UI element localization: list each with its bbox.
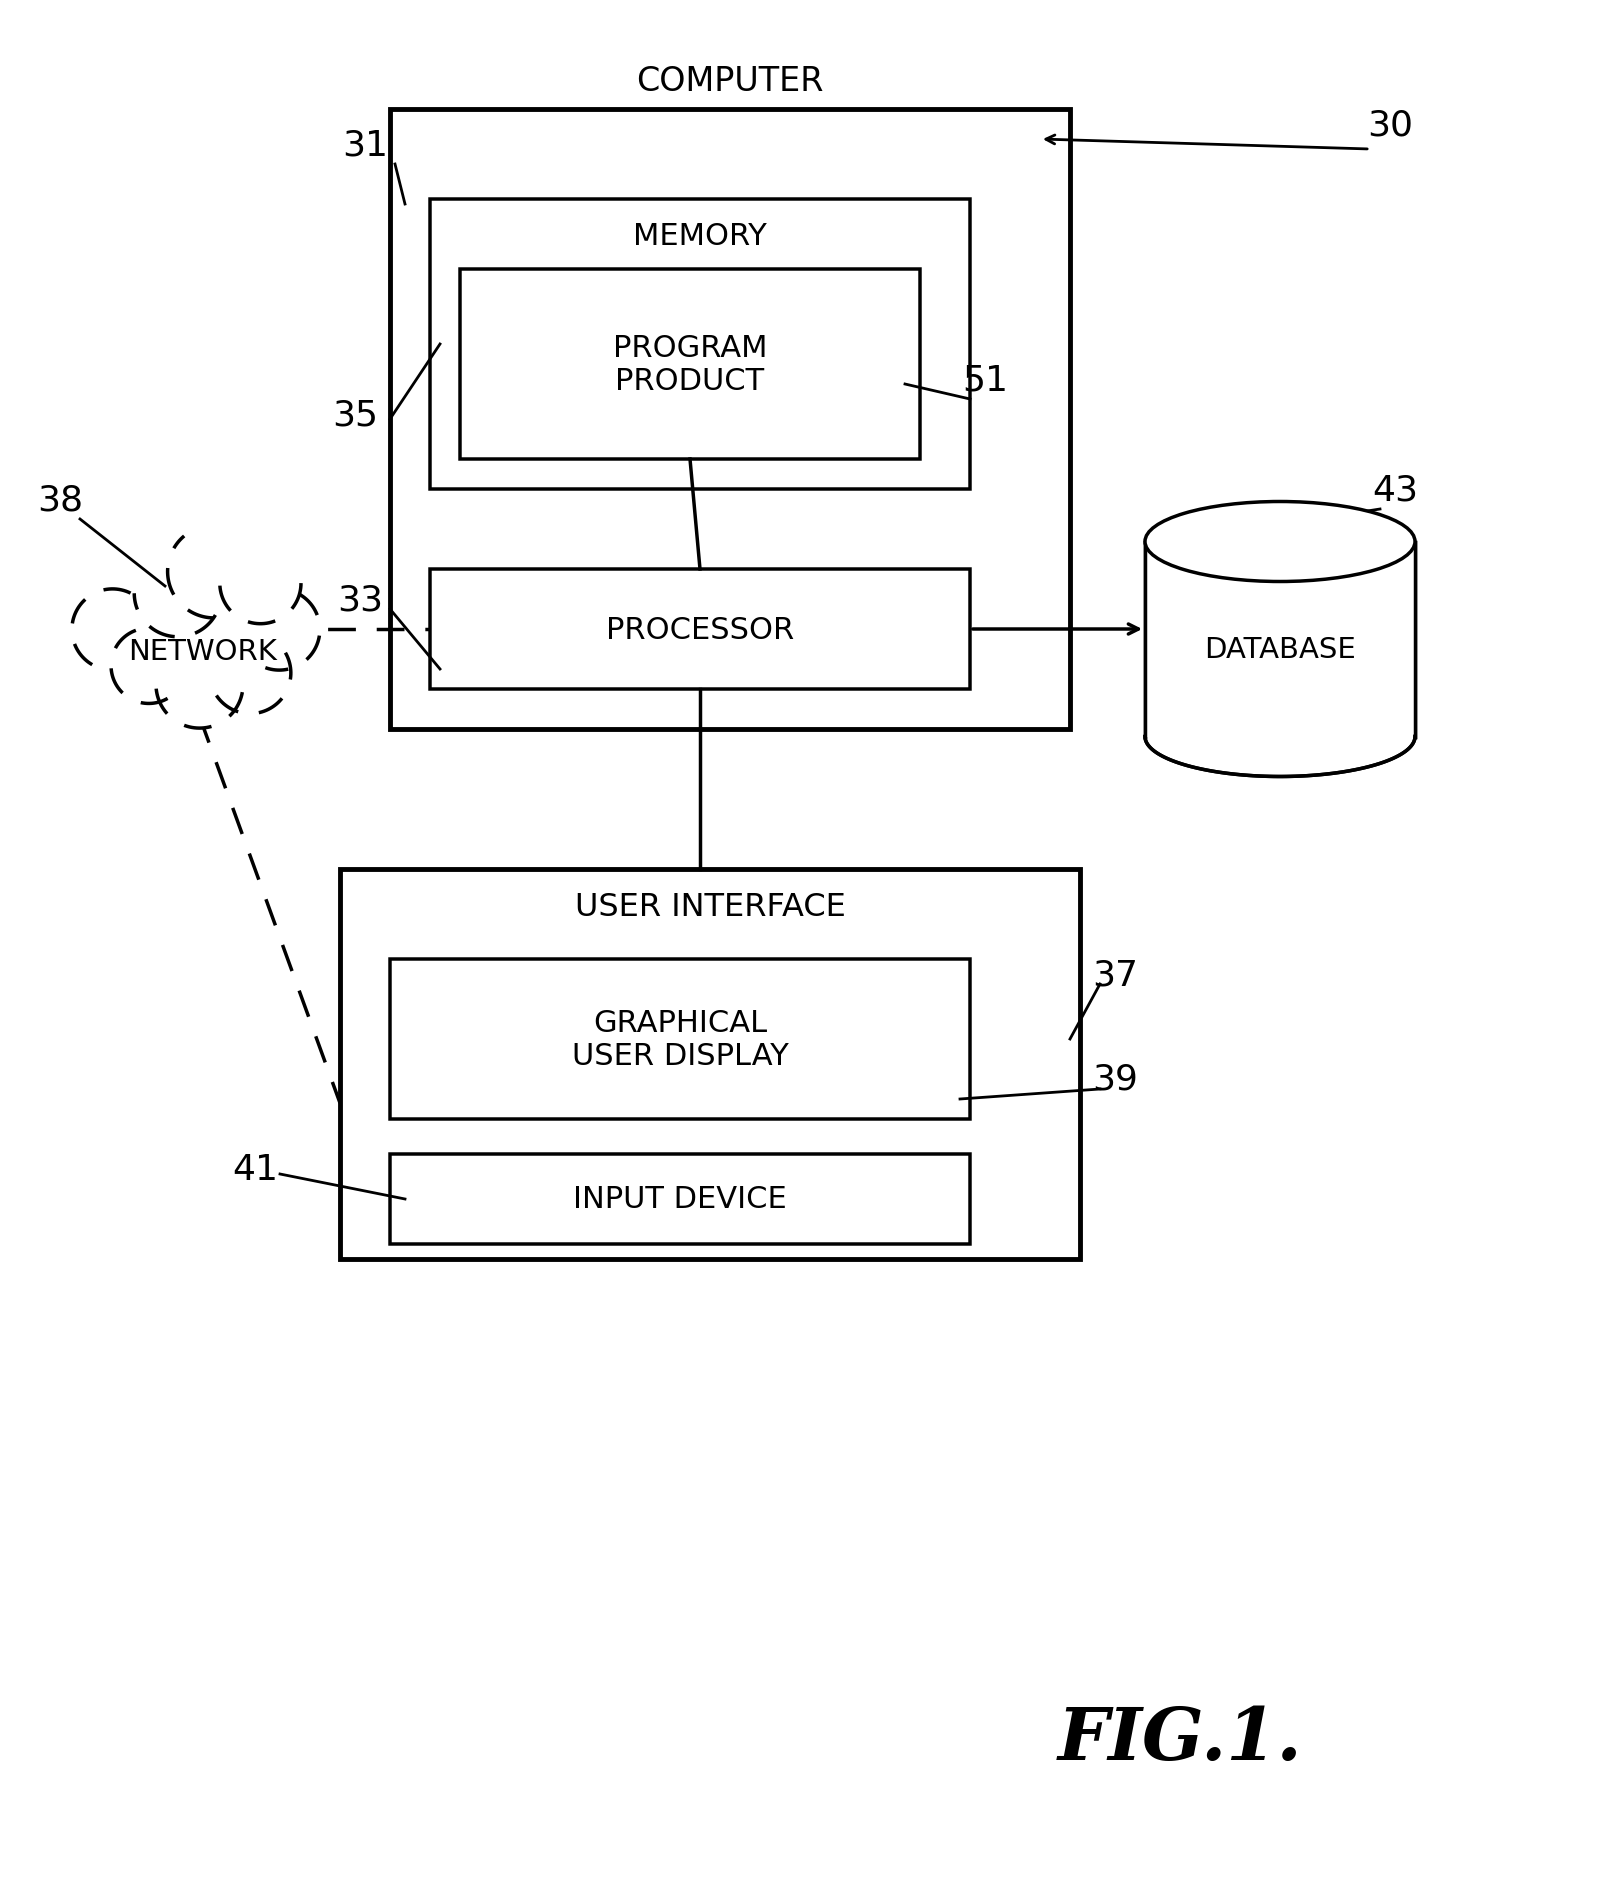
Text: 38: 38 — [37, 482, 84, 516]
FancyBboxPatch shape — [340, 869, 1079, 1260]
Text: 31: 31 — [342, 127, 388, 161]
Text: 37: 37 — [1092, 957, 1137, 991]
Text: DATABASE: DATABASE — [1203, 636, 1356, 664]
FancyBboxPatch shape — [430, 569, 970, 689]
Text: PROGRAM
PRODUCT: PROGRAM PRODUCT — [612, 334, 767, 397]
Text: 51: 51 — [962, 363, 1008, 397]
FancyBboxPatch shape — [430, 199, 970, 490]
Text: INPUT DEVICE: INPUT DEVICE — [574, 1184, 786, 1215]
Text: 41: 41 — [232, 1152, 279, 1186]
Text: COMPUTER: COMPUTER — [636, 65, 823, 99]
Ellipse shape — [1145, 503, 1414, 583]
FancyBboxPatch shape — [390, 960, 970, 1120]
FancyBboxPatch shape — [461, 270, 920, 459]
Text: PROCESSOR: PROCESSOR — [606, 615, 794, 643]
Text: 39: 39 — [1092, 1063, 1137, 1097]
Text: 35: 35 — [332, 399, 379, 431]
Text: 43: 43 — [1373, 473, 1418, 507]
Text: NETWORK: NETWORK — [127, 638, 277, 666]
Text: USER INTERFACE: USER INTERFACE — [575, 892, 846, 922]
Polygon shape — [72, 537, 321, 729]
Bar — [1145, 543, 1414, 736]
Text: MEMORY: MEMORY — [633, 222, 767, 251]
Text: 30: 30 — [1368, 108, 1413, 142]
Text: GRAPHICAL
USER DISPLAY: GRAPHICAL USER DISPLAY — [572, 1008, 788, 1070]
FancyBboxPatch shape — [390, 110, 1070, 729]
FancyBboxPatch shape — [390, 1154, 970, 1245]
Text: 33: 33 — [337, 583, 383, 617]
Text: FIG.1.: FIG.1. — [1058, 1704, 1302, 1775]
